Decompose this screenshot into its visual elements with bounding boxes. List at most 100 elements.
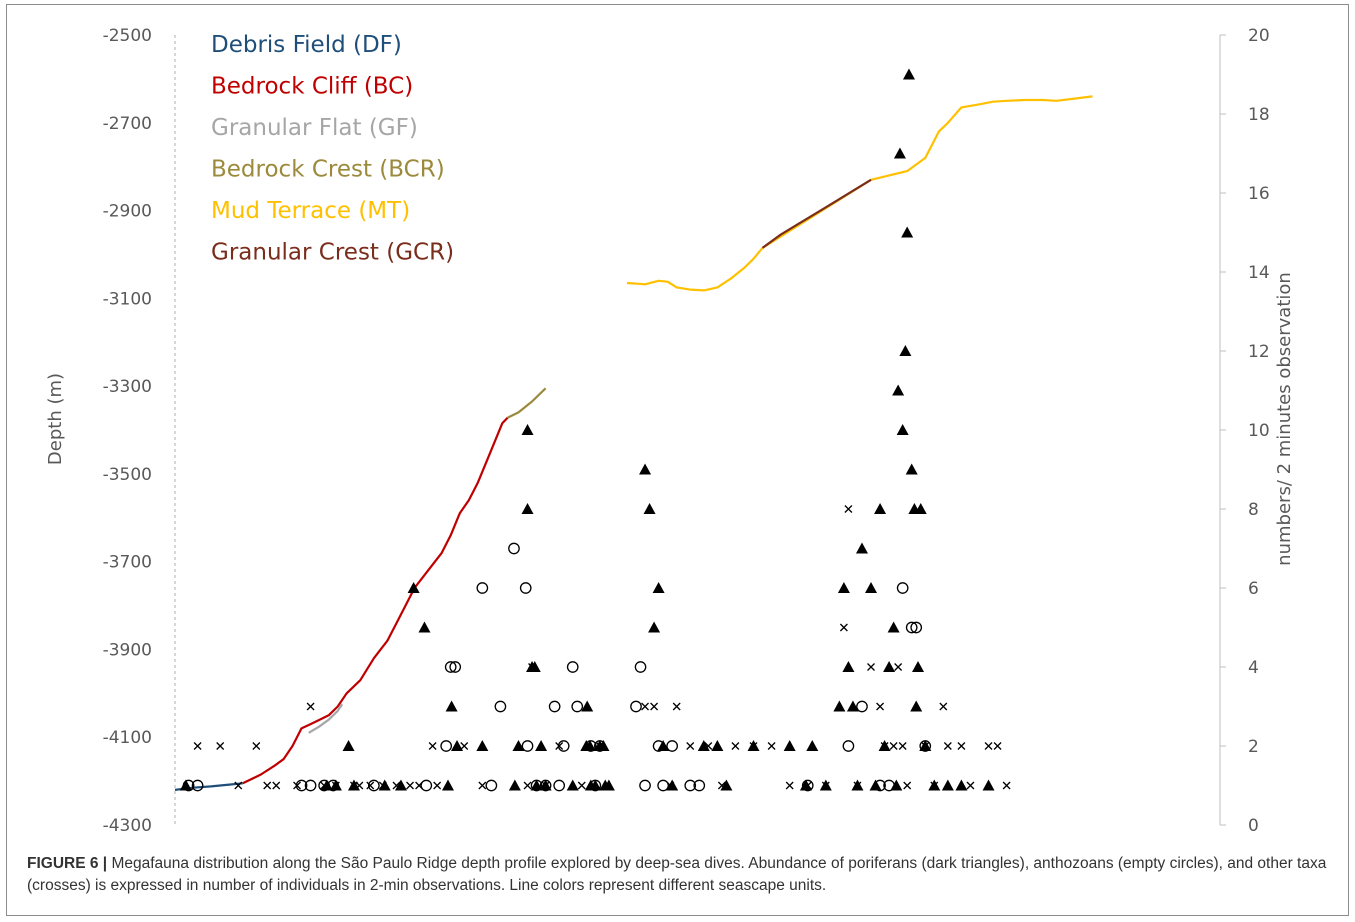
y-left-tick-label: -2700 (103, 114, 152, 134)
porifera-marker (901, 226, 914, 238)
legend-label-4: Mud Terrace (MT) (211, 198, 410, 224)
figure-frame: -2500 -2700 -2900 -3100 -3300 -3500 -3700 -3900… (6, 4, 1349, 916)
anthozoa-marker (191, 779, 204, 792)
other-taxa-marker (433, 781, 442, 790)
other-taxa-marker (478, 781, 487, 790)
porifera-marker (896, 424, 909, 435)
porifera-marker (842, 661, 855, 672)
porifera-marker (902, 68, 915, 80)
other-taxa-marker (867, 663, 875, 671)
other-taxa-marker (666, 781, 675, 790)
anthozoa-marker (420, 779, 433, 792)
anthozoa-marker (566, 661, 579, 673)
y-left-tick-label: -2900 (103, 202, 152, 222)
y-right-tick-label: 20 (1248, 26, 1270, 46)
porifera-marker (528, 661, 541, 672)
porifera-marker (912, 661, 925, 672)
y-left-tick-label: -3500 (103, 465, 152, 485)
porifera-marker (914, 503, 927, 514)
left-axis: -2500 -2700 -2900 -3100 -3300 -3500 -3700 -3900… (103, 26, 152, 836)
other-taxa-marker (252, 742, 261, 750)
other-taxa-marker (415, 781, 424, 790)
porifera-marker (869, 779, 882, 791)
porifera-marker (783, 740, 796, 751)
other-taxa-marker (650, 702, 659, 711)
other-taxa-marker (921, 742, 930, 750)
anthozoa-marker (896, 582, 909, 594)
profile-segment (761, 178, 872, 249)
other-taxa-marker (993, 742, 1002, 750)
anthozoa-marker (444, 661, 457, 673)
legend-label-2: Granular Flat (GF) (211, 115, 418, 141)
anthozoa-marker (630, 700, 642, 713)
legend-label-1: Bedrock Cliff (BC) (211, 74, 413, 100)
anthozoa-marker (589, 779, 602, 792)
legend-label-3: Bedrock Crest (BCR) (211, 157, 445, 183)
porifera-marker (892, 384, 905, 396)
anthozoa-marker (440, 740, 453, 752)
anthozoa-marker (905, 621, 918, 634)
y-left-tick-label: -3900 (103, 640, 152, 660)
other-taxa-marker (216, 742, 225, 750)
anthozoa-marker (657, 779, 669, 792)
other-taxa-marker (939, 702, 948, 711)
other-taxa-marker (234, 781, 243, 790)
porifera-marker (899, 345, 912, 356)
porifera-marker (643, 503, 656, 514)
other-taxa-marker (853, 781, 862, 790)
other-taxa-marker (839, 623, 848, 632)
y-right-tick-label: 8 (1248, 500, 1259, 520)
porifera-marker (639, 463, 652, 475)
porifera-marker (589, 779, 602, 791)
abundance-markers (179, 68, 1011, 792)
porifera-marker (179, 779, 192, 791)
other-taxa-marker (880, 742, 889, 750)
anthozoa-marker (485, 779, 498, 792)
other-taxa-marker (378, 781, 387, 790)
porifera-marker (530, 779, 543, 791)
porifera-marker (512, 740, 525, 751)
other-taxa-marker (966, 781, 975, 790)
anthozoa-marker (684, 779, 697, 792)
porifera-marker (597, 740, 610, 751)
porifera-marker (941, 779, 954, 791)
porifera-marker (342, 740, 355, 751)
porifera-marker (846, 700, 859, 712)
other-taxa-marker (366, 781, 375, 790)
porifera-marker (905, 463, 918, 475)
other-taxa-marker (889, 742, 898, 750)
y-left-tick-label: -3100 (103, 289, 152, 309)
other-taxa-marker (672, 702, 681, 711)
anthozoa-marker (182, 779, 195, 792)
anthozoa-marker (548, 700, 561, 713)
anthozoa-marker (842, 740, 855, 752)
anthozoa-marker (910, 621, 923, 634)
other-taxa-marker (293, 781, 301, 790)
porifera-marker (711, 740, 724, 751)
other-taxa-marker (392, 781, 401, 790)
other-taxa-marker (528, 663, 537, 671)
anthozoa-marker (919, 740, 932, 752)
other-taxa-marker (355, 781, 364, 790)
other-taxa-marker (641, 702, 649, 711)
y-right-tick-label: 0 (1248, 816, 1259, 836)
porifera-marker (418, 621, 431, 633)
other-taxa-marker (577, 781, 586, 790)
other-taxa-marker (272, 781, 281, 790)
y-right-tick-label: 4 (1248, 658, 1259, 678)
other-taxa-marker (898, 742, 907, 750)
porifera-marker (581, 700, 594, 712)
anthozoa-marker (856, 700, 868, 713)
anthozoa-marker (476, 582, 489, 594)
y-right-tick-label: 10 (1248, 421, 1270, 441)
porifera-marker (982, 779, 995, 791)
anthozoa-marker (883, 779, 895, 792)
anthozoa-marker (304, 779, 317, 792)
porifera-marker (583, 740, 596, 751)
other-taxa-marker (876, 702, 885, 711)
other-taxa-marker (193, 742, 202, 750)
y-right-tick-label: 14 (1248, 263, 1270, 283)
porifera-marker (320, 779, 333, 791)
other-taxa-marker (555, 742, 564, 750)
anthozoa-marker (519, 582, 532, 594)
